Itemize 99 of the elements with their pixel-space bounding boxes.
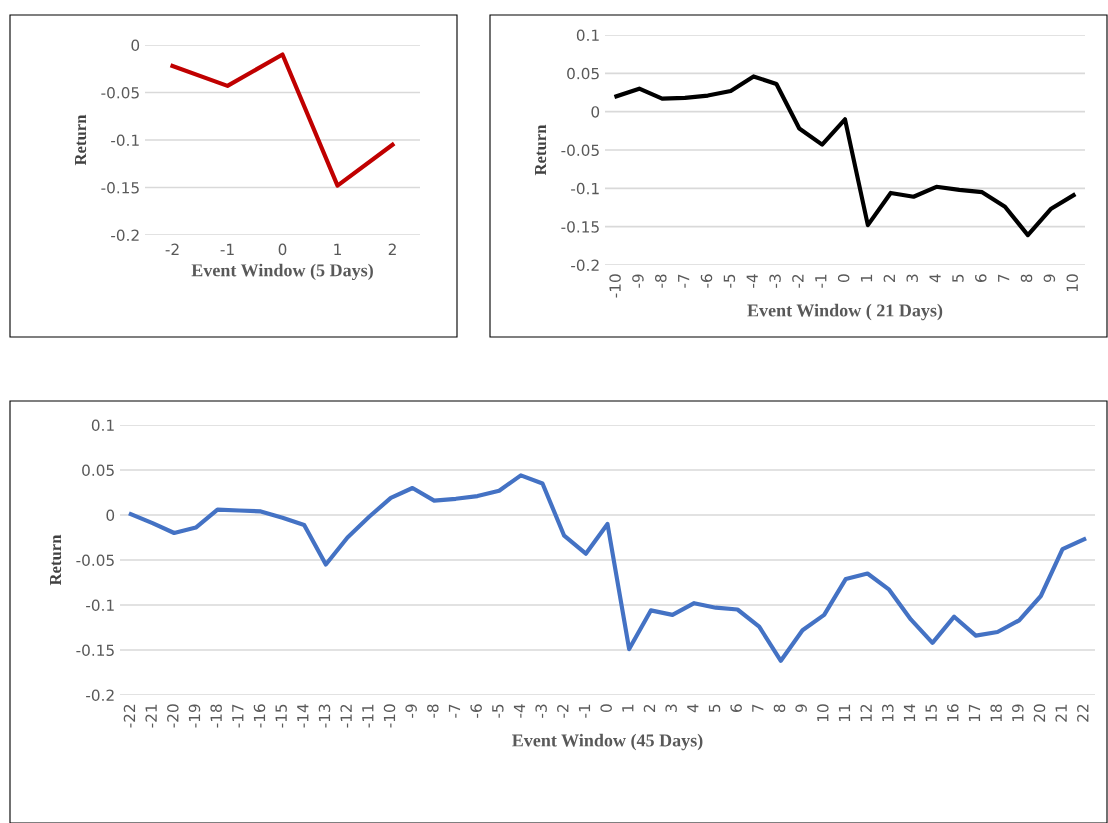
x-tick-label: 2 <box>388 243 396 255</box>
x-tick-label: 20 <box>1033 704 1046 722</box>
y-tick-label: -0.15 <box>76 644 114 657</box>
y-tick-label: -0.2 <box>571 259 599 272</box>
x-tick-label: 0 <box>600 704 612 713</box>
x-axis-title: Event Window (45 Days) <box>512 733 703 751</box>
x-tick-label: 5 <box>708 704 721 712</box>
x-tick-label: -4 <box>513 704 526 718</box>
x-tick-label: -3 <box>535 704 547 718</box>
x-tick-label: -4 <box>746 274 758 288</box>
x-axis-title: Event Window (5 Days) <box>191 263 373 281</box>
x-tick-label: 1 <box>622 704 634 712</box>
x-tick-label: -5 <box>723 274 736 288</box>
x-tick-label: 6 <box>730 704 742 712</box>
line-series <box>128 473 1087 663</box>
x-tick-label: -16 <box>253 704 266 728</box>
x-tick-label: 10 <box>817 704 829 722</box>
y-tick-label: -0.05 <box>76 554 114 567</box>
x-tick-label: -2 <box>792 274 804 288</box>
x-tick-label: -13 <box>318 704 331 728</box>
x-tick-label: -7 <box>448 704 461 718</box>
x-tick-label: 9 <box>1043 274 1056 283</box>
x-tick-label: 13 <box>882 704 894 722</box>
x-tick-label: -1 <box>815 274 827 288</box>
x-tick-label: 6 <box>975 274 987 282</box>
x-tick-label: 3 <box>906 274 918 282</box>
x-tick-label: -15 <box>275 704 287 728</box>
x-tick-label: -9 <box>632 274 644 288</box>
y-tick-label: -0.1 <box>86 599 114 612</box>
x-tick-label: 1 <box>860 274 873 282</box>
x-tick-label: -1 <box>578 704 591 718</box>
y-tick-label: 0.1 <box>91 419 114 432</box>
y-tick-label: 0 <box>591 106 600 118</box>
y-tick-label: -0.15 <box>101 181 139 194</box>
x-tick-label: -10 <box>383 704 396 728</box>
x-tick-label: 22 <box>1077 704 1089 722</box>
y-axis-title: Return <box>535 124 547 176</box>
x-tick-label: 18 <box>990 704 1002 722</box>
x-tick-label: 15 <box>925 704 937 722</box>
x-tick-label: 1 <box>334 243 341 255</box>
line-series <box>170 52 395 188</box>
x-tick-label: 10 <box>1066 274 1078 292</box>
x-tick-label: 16 <box>947 704 959 722</box>
x-tick-label: -14 <box>297 704 309 728</box>
x-tick-label: 14 <box>903 704 916 722</box>
y-tick-label: -0.2 <box>111 229 139 242</box>
x-tick-label: 9 <box>795 704 807 713</box>
x-tick-label: 2 <box>883 274 895 282</box>
x-tick-label: -6 <box>700 274 713 288</box>
y-tick-label: 0.05 <box>82 464 114 477</box>
x-tick-label: 7 <box>998 274 1010 282</box>
x-tick-label: -3 <box>769 274 781 288</box>
x-tick-label: -6 <box>470 704 482 718</box>
x-tick-label: -17 <box>232 704 244 728</box>
y-tick-label: -0.1 <box>571 182 599 195</box>
x-tick-label: -22 <box>123 704 136 728</box>
x-tick-label: -11 <box>362 704 374 728</box>
y-tick-label: 0.1 <box>576 29 599 42</box>
x-tick-label: -1 <box>220 243 234 255</box>
x-tick-label: -10 <box>609 274 621 298</box>
y-tick-label: -0.2 <box>86 689 114 702</box>
x-tick-label: 3 <box>665 704 677 712</box>
y-tick-label: 0.05 <box>567 67 599 80</box>
x-tick-label: 2 <box>643 704 656 712</box>
y-axis-title: Return <box>50 534 62 586</box>
x-tick-label: 19 <box>1012 704 1024 722</box>
x-tick-label: -2 <box>165 243 179 255</box>
x-tick-label: -8 <box>427 704 439 718</box>
x-tick-label: 11 <box>838 704 851 722</box>
x-tick-label: -18 <box>210 704 222 728</box>
x-tick-label: -2 <box>557 704 569 718</box>
y-tick-label: -0.05 <box>101 86 139 99</box>
x-tick-label: -5 <box>492 704 504 718</box>
x-tick-label: -21 <box>145 704 157 728</box>
x-tick-label: 12 <box>860 704 872 722</box>
x-tick-label: 8 <box>1020 274 1033 283</box>
line-series <box>614 74 1076 238</box>
x-tick-label: 5 <box>952 274 964 282</box>
x-tick-label: -9 <box>405 704 417 718</box>
y-axis-title: Return <box>75 114 87 166</box>
x-tick-label: -12 <box>340 704 352 728</box>
x-axis-title: Event Window ( 21 Days) <box>747 303 943 321</box>
x-tick-label: 7 <box>752 704 764 712</box>
x-tick-label: 4 <box>929 274 941 283</box>
y-tick-label: 0 <box>106 509 115 522</box>
x-tick-label: 17 <box>968 704 981 722</box>
x-tick-label: -8 <box>655 274 667 288</box>
y-tick-label: -0.05 <box>561 144 599 157</box>
y-tick-label: 0 <box>131 39 140 52</box>
x-tick-label: -20 <box>167 704 179 728</box>
x-tick-label: 0 <box>837 274 850 283</box>
y-tick-label: -0.15 <box>561 221 599 233</box>
x-tick-label: 4 <box>687 704 699 713</box>
x-tick-label: 8 <box>773 704 786 713</box>
x-tick-label: -7 <box>678 274 690 288</box>
x-tick-label: 0 <box>278 243 287 256</box>
y-tick-label: -0.1 <box>111 134 139 147</box>
x-tick-label: 21 <box>1055 704 1067 722</box>
x-tick-label: -19 <box>188 704 201 728</box>
